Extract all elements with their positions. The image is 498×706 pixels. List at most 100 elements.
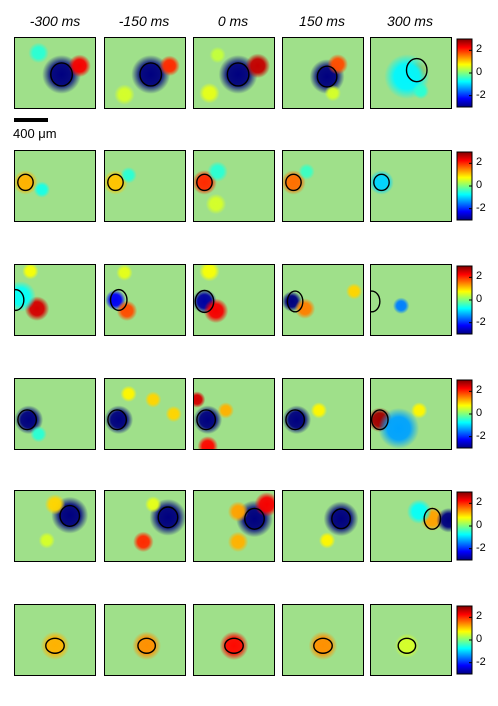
roi-outline — [244, 507, 265, 530]
activity-spot — [40, 631, 70, 661]
map-panel — [282, 264, 364, 336]
panel-frame — [370, 490, 452, 562]
activity-spot — [406, 499, 432, 524]
activity-spot — [323, 501, 359, 537]
colorbar-tick-label: -2 — [476, 655, 486, 668]
activity-spot — [145, 391, 162, 408]
map-panel — [14, 490, 96, 562]
activity-spot — [28, 42, 49, 64]
map-panel — [193, 37, 275, 109]
colorbar-tick-label: -2 — [476, 315, 486, 328]
activity-spot — [44, 494, 66, 515]
activity-spot — [411, 402, 428, 419]
column-label-2: -150 ms — [118, 13, 170, 29]
roi-outline — [313, 637, 333, 654]
panel-frame — [370, 604, 452, 676]
activity-spot — [116, 264, 133, 281]
map-panel — [14, 37, 96, 109]
activity-spot — [114, 84, 135, 105]
map-panel — [193, 604, 275, 676]
roi-outline — [370, 290, 381, 313]
activity-spot — [30, 425, 47, 443]
map-panel — [14, 150, 96, 222]
roi-outline — [137, 637, 157, 654]
panel-frame — [282, 150, 364, 222]
activity-spot — [412, 82, 430, 100]
colorbar-tick-label: 0 — [476, 66, 483, 78]
colorbar-tick-label: 0 — [476, 407, 483, 419]
roi-outline — [373, 173, 390, 192]
roi-outline — [139, 62, 163, 87]
roi-outline — [285, 409, 306, 431]
map-panel — [14, 378, 96, 450]
roi-outline — [14, 288, 25, 312]
activity-spot — [308, 631, 338, 661]
panel-frame — [104, 604, 186, 676]
panel-background — [370, 264, 452, 336]
activity-spot — [209, 46, 226, 64]
panel-frame — [104, 37, 186, 109]
colorbar-tick-label: 0 — [476, 633, 483, 645]
roi-outline — [157, 506, 179, 529]
map-panel — [370, 37, 452, 109]
map-panel — [370, 150, 452, 222]
panel-frame — [104, 378, 186, 450]
roi-outline — [17, 409, 38, 431]
roi-outline — [285, 173, 302, 192]
activity-spot — [14, 281, 36, 312]
panel-frame — [370, 264, 452, 336]
map-panel — [282, 490, 364, 562]
map-panel — [282, 604, 364, 676]
colorbar-tick-label: 2 — [476, 496, 483, 509]
activity-spot — [159, 55, 180, 77]
activity-spot — [116, 300, 138, 322]
roi-outline — [17, 173, 34, 192]
activity-spot — [294, 298, 316, 319]
roi-outline — [226, 62, 250, 87]
activity-spot — [199, 264, 220, 282]
colorbar-tick-label: -2 — [476, 429, 486, 442]
activity-spot — [199, 82, 220, 104]
colorbar-tick-label: -2 — [476, 88, 486, 101]
column-label-1: -300 ms — [29, 13, 81, 29]
roi-outline — [286, 290, 304, 313]
panel-frame — [104, 490, 186, 562]
colorbar-tick-label: 2 — [476, 384, 483, 397]
activity-spot — [133, 531, 154, 553]
roi-outline — [45, 637, 65, 654]
panel-frame — [282, 264, 364, 336]
panel-frame — [193, 378, 275, 450]
activity-spot — [33, 181, 51, 198]
panel-frame — [14, 264, 96, 336]
activity-spot — [165, 405, 182, 423]
activity-spot — [392, 297, 410, 314]
scale-bar — [14, 118, 48, 122]
panel-frame — [282, 378, 364, 450]
colorbar-tick-label: 2 — [476, 610, 483, 623]
roi-outline — [194, 289, 215, 314]
roi-outline — [397, 637, 417, 654]
roi-outline — [109, 288, 128, 312]
roi-outline — [50, 62, 74, 87]
map-panel — [370, 490, 452, 562]
activity-spot — [68, 54, 91, 78]
panel-frame — [370, 378, 452, 450]
activity-spot — [217, 402, 234, 419]
activity-spot — [120, 167, 137, 184]
panel-frame — [14, 378, 96, 450]
activity-spot — [324, 84, 342, 102]
panel-frame — [282, 37, 364, 109]
activity-spot — [298, 163, 315, 180]
map-panel — [104, 150, 186, 222]
roi-outline — [196, 173, 213, 192]
map-panel — [282, 37, 364, 109]
activity-spot — [203, 298, 229, 324]
map-panel — [14, 264, 96, 336]
map-panel — [193, 378, 275, 450]
roi-outline — [196, 409, 217, 431]
activity-spot — [345, 283, 363, 300]
activity-spot — [310, 402, 328, 419]
activity-spot — [219, 631, 249, 661]
panel-frame — [193, 37, 275, 109]
